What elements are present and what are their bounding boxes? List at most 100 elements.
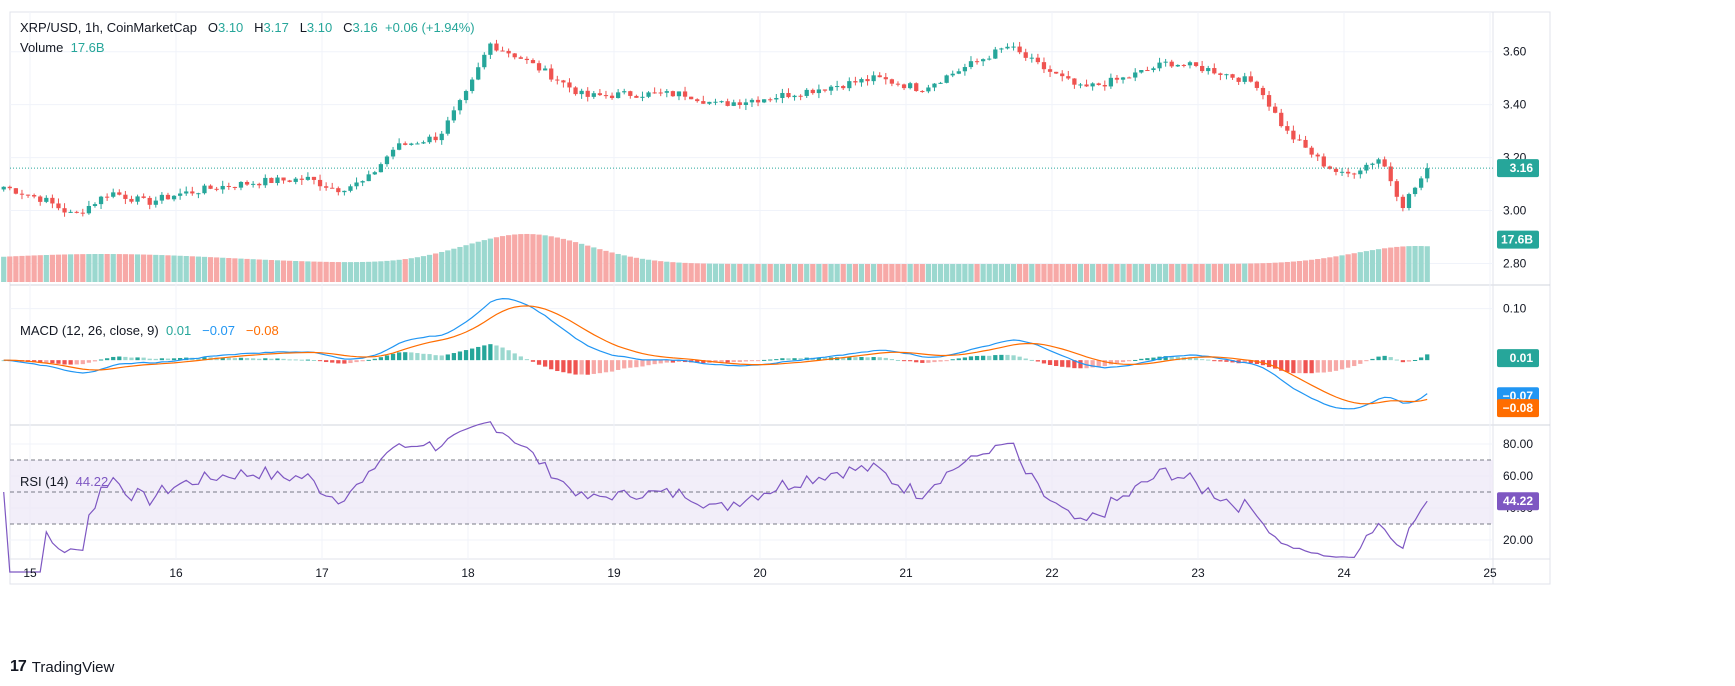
candle-body [1005,46,1010,49]
volume-bar [1,256,7,282]
macd-hist-bar [1364,360,1369,362]
macd-hist-bar [1072,360,1077,369]
volume-bar [956,264,962,282]
macd-hist-bar [974,355,980,361]
high-value: 3.17 [263,20,289,35]
volume-bar [670,262,676,282]
macd-hist-bar [1017,356,1022,361]
volume-bar [779,263,786,282]
macd-hist-bar [1120,360,1126,363]
macd-hist-bar [1358,360,1363,364]
volume-bar [378,261,384,282]
tradingview-logo[interactable]: 17 TradingView [10,658,114,676]
macd-hist-bar [591,360,596,374]
rsi-label[interactable]: RSI (14) [20,474,69,489]
volume-bar [1229,263,1236,282]
macd-hist-bar [883,357,888,361]
candle-body [591,93,596,97]
macd-hist-bar [737,360,742,362]
volume-bar [1102,263,1108,282]
volume-bar [1150,263,1157,282]
macd-hist-bar [1175,356,1180,361]
candle-body [1382,159,1387,167]
volume-bar [572,242,579,282]
macd-hist-bar [470,348,475,361]
candle-body [342,190,347,193]
candle-body [366,174,371,182]
candle-body [530,60,536,64]
candle-body [573,87,578,95]
volume-label[interactable]: Volume [20,40,64,55]
volume-bar [633,257,640,282]
candle-body [1078,84,1083,86]
macd-hist-bar [220,357,225,361]
volume-badge: 17.6B [1501,233,1533,247]
candle-body [1175,64,1180,67]
candle-body [378,164,384,173]
candle-body [159,194,165,201]
candle-body [1114,77,1120,80]
candle-body [1139,70,1144,73]
macd-hist-bar [117,356,122,361]
volume-bar [895,264,901,282]
macd-hist-bar [147,358,152,361]
symbol-label[interactable]: XRP/USD, 1h, CoinMarketCap [20,20,198,35]
candle-body [226,185,231,187]
price-tick-label: 3.60 [1503,45,1527,59]
candle-body [695,99,700,102]
candle-body [956,71,961,74]
rsi-tick-label: 20.00 [1503,533,1533,547]
macd-hist-bar [1370,358,1375,361]
candle-body [871,75,876,82]
candle-body [828,86,834,91]
candle-body [74,211,79,213]
volume-bar [615,253,621,282]
candle-body [1206,68,1211,72]
volume-bar [329,261,335,282]
volume-bar [1382,248,1388,282]
macd-hist-bar [865,357,870,361]
macd-label[interactable]: MACD (12, 26, close, 9) [20,323,159,338]
volume-bar [1035,264,1041,282]
candle-body [1279,112,1284,127]
volume-bar [1114,263,1120,282]
candle-body [1248,76,1253,82]
volume-bar [931,264,938,282]
candle-body [354,182,359,187]
candle-body [1187,62,1193,66]
candle-body [244,181,250,185]
volume-bar [962,264,968,282]
candle-body [275,177,280,184]
macd-hist-bar [1133,359,1138,361]
macd-hist-bar [360,360,365,362]
macd-hist-bar [506,350,511,361]
volume-bar [189,256,195,282]
candle-body [44,197,49,202]
candle-body [1133,72,1138,78]
macd-hist-bar [1139,358,1144,361]
price-candles[interactable] [1,39,1430,217]
volume-bar [311,261,317,282]
macd-hist-bar [1394,359,1399,361]
candle-body [62,208,67,213]
macd-hist-bar [543,360,548,367]
candle-body [1419,178,1424,188]
macd-hist-bar [488,344,493,361]
volume-bar [718,263,725,282]
volume-bar [141,254,147,282]
volume-bar [621,255,627,282]
volume-bar [372,261,378,282]
low-label: L [299,20,307,35]
candle-body [847,81,852,89]
volume-bar [1327,257,1333,282]
volume-bar [122,254,129,282]
volume-bar [1400,246,1406,282]
macd-hist-bar [494,345,499,361]
macd-hist-bar [244,358,250,361]
candle-body [165,194,171,200]
candle-body [25,194,31,196]
candle-body [755,99,761,103]
candle-body [1230,74,1235,78]
candle-body [707,101,712,104]
